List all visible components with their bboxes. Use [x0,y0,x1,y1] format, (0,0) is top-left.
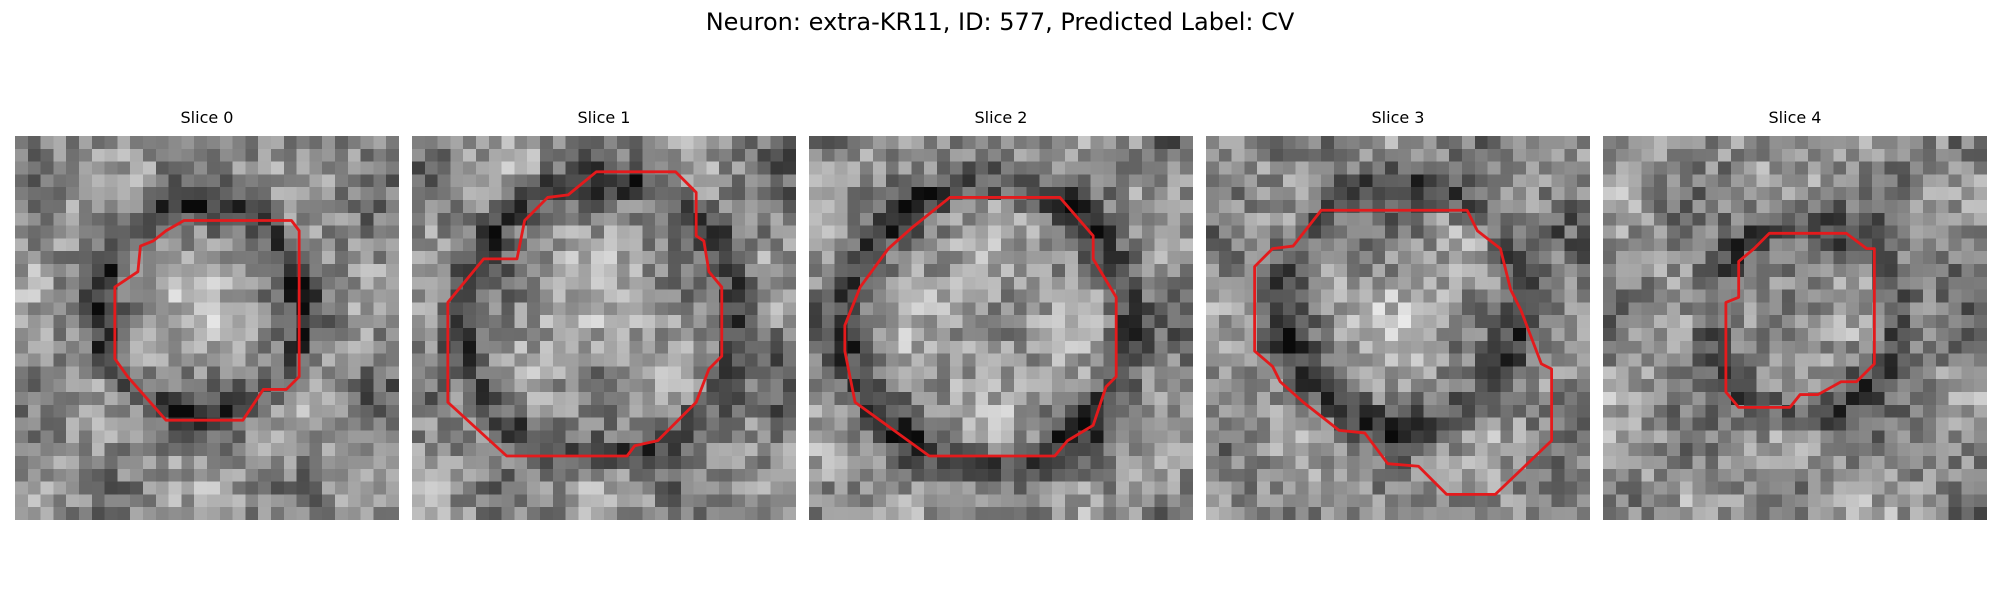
slice-title: Slice 0 [180,108,234,127]
pixel-grid [1603,136,1987,520]
slice-image [809,136,1193,520]
pixel-grid [412,136,796,520]
contour-outline [1253,208,1554,496]
slice-title: Slice 2 [974,108,1028,127]
contour-outline [843,196,1118,458]
figure-title: Neuron: extra-KR11, ID: 577, Predicted L… [705,8,1295,36]
pixel-grid [1206,136,1590,520]
slice-title: Slice 3 [1371,108,1425,127]
slice-title: Slice 1 [577,108,631,127]
pixel-grid [15,136,399,520]
slice-image [1206,136,1590,520]
slice-image [15,136,399,520]
contour-outline [1724,231,1876,409]
contour-outline [446,170,724,458]
contour-outline [113,219,301,422]
slice-title: Slice 4 [1768,108,1822,127]
slice-image [412,136,796,520]
slice-image [1603,136,1987,520]
pixel-grid [809,136,1193,520]
